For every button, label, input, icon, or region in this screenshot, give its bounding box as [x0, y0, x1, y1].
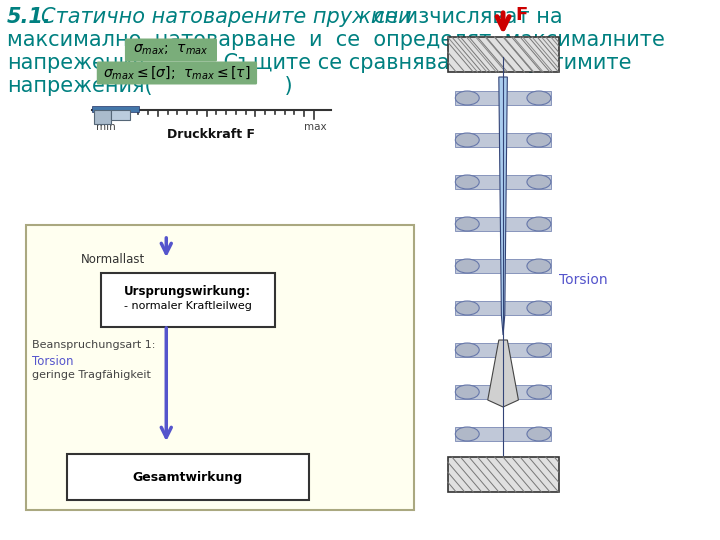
Bar: [26, 225, 413, 510]
FancyBboxPatch shape: [96, 62, 257, 84]
Text: Същите се сравняват с допустимите: Същите се сравняват с допустимите: [217, 53, 632, 73]
Ellipse shape: [455, 133, 480, 147]
Bar: [455, 217, 551, 231]
Ellipse shape: [527, 91, 551, 105]
FancyBboxPatch shape: [66, 454, 309, 500]
Text: Ursprungswirkung:: Ursprungswirkung:: [124, 285, 251, 298]
Ellipse shape: [527, 385, 551, 399]
Text: F: F: [515, 6, 527, 24]
Text: 5.1.: 5.1.: [6, 7, 52, 27]
Text: $\sigma_{max}$;  $\tau_{max}$: $\sigma_{max}$; $\tau_{max}$: [132, 43, 208, 57]
Text: напрежения: напрежения: [6, 53, 144, 73]
Bar: [448, 37, 559, 72]
Ellipse shape: [527, 259, 551, 273]
Ellipse shape: [527, 217, 551, 231]
Ellipse shape: [527, 133, 551, 147]
Ellipse shape: [455, 343, 480, 357]
Text: max: max: [304, 122, 327, 132]
Bar: [448, 457, 559, 492]
Bar: [455, 259, 551, 273]
Polygon shape: [499, 77, 508, 335]
Text: ): ): [258, 76, 292, 96]
Text: се изчисляват на: се изчисляват на: [366, 7, 562, 27]
Bar: [455, 133, 551, 147]
Text: Normallast: Normallast: [81, 253, 145, 266]
Ellipse shape: [455, 217, 480, 231]
FancyBboxPatch shape: [125, 38, 217, 62]
Ellipse shape: [527, 301, 551, 315]
Text: Статично натоварените пружини: Статично натоварените пружини: [41, 7, 412, 27]
Text: $\sigma_{max} \leq [\sigma]$;  $\tau_{max} \leq [\tau]$: $\sigma_{max} \leq [\sigma]$; $\tau_{max…: [103, 65, 251, 82]
Text: geringe Tragfähigkeit: geringe Tragfähigkeit: [32, 370, 151, 380]
Bar: [455, 91, 551, 105]
Bar: [92, 106, 139, 112]
Bar: [455, 301, 551, 315]
Bar: [455, 343, 551, 357]
Ellipse shape: [455, 385, 480, 399]
Bar: [94, 110, 111, 124]
Bar: [455, 385, 551, 399]
Ellipse shape: [455, 427, 480, 441]
Text: min: min: [96, 122, 116, 132]
Text: Beanspruchungsart 1:: Beanspruchungsart 1:: [32, 340, 156, 350]
Text: Gesamtwirkung: Gesamtwirkung: [132, 470, 243, 483]
Bar: [455, 427, 551, 441]
Ellipse shape: [527, 175, 551, 189]
Polygon shape: [487, 340, 518, 407]
Text: максимално  натоварване  и  се  определят  максималните: максимално натоварване и се определят ма…: [6, 30, 665, 50]
Ellipse shape: [527, 343, 551, 357]
Text: - normaler Kraftleilweg: - normaler Kraftleilweg: [124, 301, 251, 311]
Ellipse shape: [527, 427, 551, 441]
Text: напрежения(: напрежения(: [6, 76, 153, 96]
Ellipse shape: [455, 175, 480, 189]
Bar: [455, 175, 551, 189]
Text: Druckkraft F: Druckkraft F: [168, 128, 256, 141]
Ellipse shape: [455, 91, 480, 105]
Text: Torsion: Torsion: [32, 355, 74, 368]
Bar: [111, 110, 130, 120]
FancyBboxPatch shape: [101, 273, 274, 327]
Ellipse shape: [455, 301, 480, 315]
Ellipse shape: [455, 259, 480, 273]
Text: Torsion: Torsion: [559, 273, 607, 287]
